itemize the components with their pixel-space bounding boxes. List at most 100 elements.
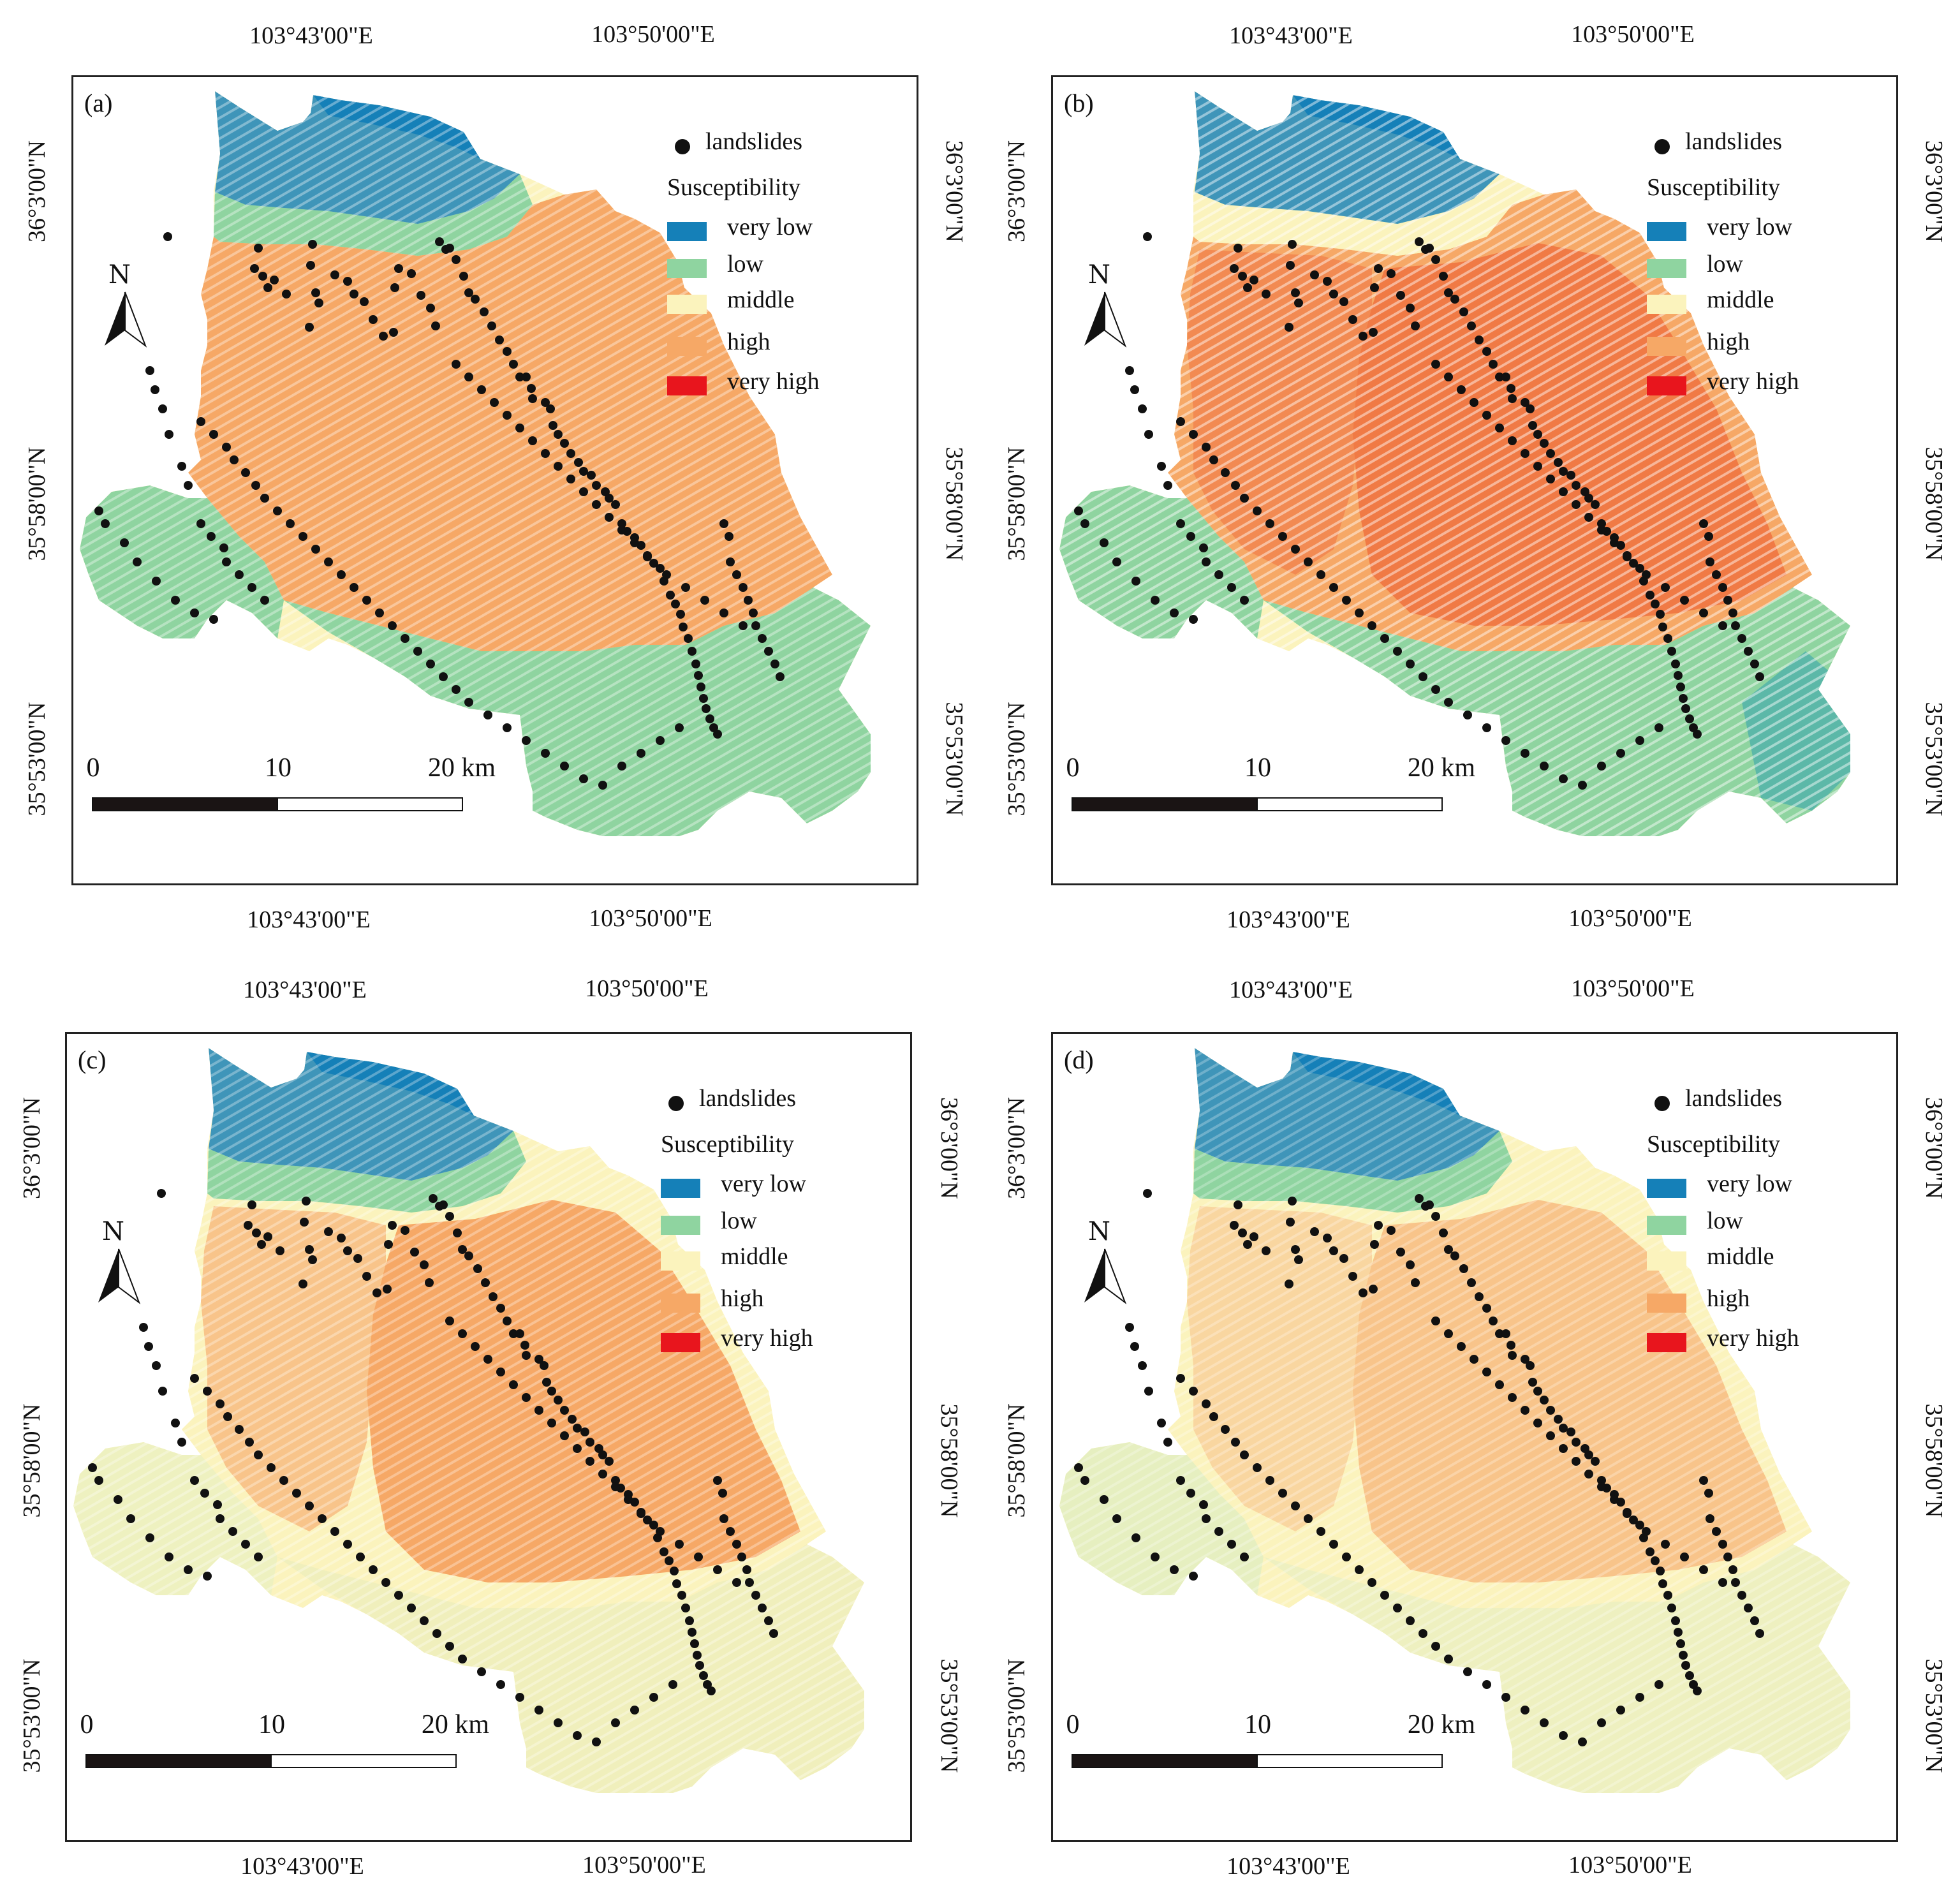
landslide-point <box>1209 1412 1218 1421</box>
landslide-point <box>245 1438 254 1447</box>
landslide-point <box>739 621 748 630</box>
landslide-point <box>675 1540 684 1549</box>
legend-high: high <box>1707 328 1750 355</box>
landslide-point <box>200 1489 209 1498</box>
landslide-point <box>1444 1655 1453 1663</box>
landslide-point <box>251 481 260 490</box>
landslide-point <box>694 671 703 680</box>
landslide-point <box>679 623 688 631</box>
north-arrow-icon <box>1084 291 1127 348</box>
landslide-point <box>541 749 550 758</box>
landslide-point <box>133 557 142 566</box>
landslide-point <box>228 1527 237 1536</box>
landslide-point <box>1663 1591 1672 1600</box>
landslide-point <box>1591 500 1600 509</box>
landslide-point <box>745 1578 754 1587</box>
landslide-point <box>1584 494 1593 503</box>
landslide-point <box>473 1264 482 1273</box>
landslide-point <box>1425 244 1434 253</box>
landslide-point <box>713 1476 722 1485</box>
landslide-point <box>1291 1501 1300 1510</box>
landslide-point <box>1176 519 1185 528</box>
landslide-point <box>369 1565 378 1574</box>
landslide-point <box>1157 462 1166 471</box>
scale-bar-black <box>92 797 278 811</box>
landslide-point <box>306 261 315 270</box>
landslide-point <box>1718 1578 1727 1587</box>
landslide-point <box>1450 1251 1459 1260</box>
legend-very-low: very low <box>1707 214 1793 240</box>
lat-tick-right-1: 36°3'00"N <box>941 140 968 242</box>
landslide-point <box>445 1212 454 1221</box>
landslide-point <box>1304 557 1313 566</box>
terrain-texture <box>80 91 871 836</box>
landslide-point <box>1654 723 1663 732</box>
lat-tick-1: 36°3'00"N <box>24 140 50 242</box>
landslide-point <box>1262 290 1271 299</box>
lat-tick-1: 36°3'00"N <box>18 1097 45 1199</box>
landslide-point <box>1584 1450 1593 1459</box>
swatch-very-high <box>1647 376 1686 395</box>
landslide-point <box>534 1706 543 1715</box>
landslide-point <box>1526 404 1535 413</box>
landslide-point <box>286 519 295 528</box>
landslide-point <box>1367 621 1376 630</box>
north-arrow: N <box>1083 260 1128 351</box>
landslide-point <box>439 672 448 681</box>
lat-tick-right-3: 35°53'00"N <box>1920 1658 1947 1773</box>
landslide-point <box>1396 1248 1405 1257</box>
landslide-point <box>560 439 569 448</box>
landslide-point <box>1329 1540 1338 1549</box>
landslide-point <box>305 1245 314 1254</box>
swatch-middle <box>1647 1251 1686 1271</box>
landslide-point <box>337 570 346 579</box>
landslide-point <box>1431 1212 1440 1221</box>
landslide-point <box>1286 1218 1295 1227</box>
landslide-point <box>1125 1323 1134 1332</box>
landslide-point <box>1240 596 1249 605</box>
landslide-point <box>522 1351 531 1360</box>
landslide-point <box>509 1380 518 1389</box>
lat-tick-1: 36°3'00"N <box>1003 1097 1030 1199</box>
scale-label-0: 0 <box>1066 1710 1080 1739</box>
landslide-point <box>235 570 244 579</box>
landslide-point <box>1635 1693 1644 1702</box>
landslide-point <box>515 424 524 432</box>
landslide-point <box>685 1616 694 1625</box>
landslide-point <box>666 591 675 600</box>
lon-tick-2: 103°50'00"E <box>1571 975 1695 1002</box>
landslide-point <box>1406 660 1415 668</box>
landslide-point <box>452 360 461 369</box>
north-arrow: N <box>103 260 148 351</box>
legend-landslides: landslides <box>705 128 802 155</box>
landslide-point <box>1131 1533 1140 1542</box>
landslide-point <box>267 1463 276 1472</box>
landslide-point <box>515 1693 524 1702</box>
landslide-point <box>343 1540 352 1549</box>
landslide-point <box>691 660 700 668</box>
landslide-point <box>503 723 512 732</box>
landslide-point <box>1584 513 1593 522</box>
landslide-point <box>699 1671 708 1680</box>
landslide-point <box>209 430 218 439</box>
landslide-point <box>1243 1240 1252 1249</box>
landslide-point <box>1285 323 1293 332</box>
landslide-point <box>541 398 550 407</box>
landslide-point <box>503 411 512 420</box>
lat-tick-right-3: 35°53'00"N <box>936 1658 962 1773</box>
scale-bar-white <box>277 797 463 811</box>
landslide-point <box>1597 519 1606 528</box>
landslide-point <box>732 1578 741 1587</box>
landslide-point <box>383 1285 392 1294</box>
landslide-point <box>1143 232 1152 241</box>
landslide-point <box>1623 1508 1632 1517</box>
scale-label-10: 10 <box>1244 1710 1271 1739</box>
scale-bar-black <box>1072 797 1258 811</box>
lon-tick-2: 103°50'00"E <box>1571 21 1695 48</box>
landslide-point <box>1431 685 1440 694</box>
landslide-point <box>1728 1565 1737 1574</box>
landslide-point <box>311 545 320 554</box>
north-label: N <box>108 260 131 290</box>
landslide-point <box>401 1226 409 1235</box>
landslide-point <box>1253 1463 1262 1472</box>
